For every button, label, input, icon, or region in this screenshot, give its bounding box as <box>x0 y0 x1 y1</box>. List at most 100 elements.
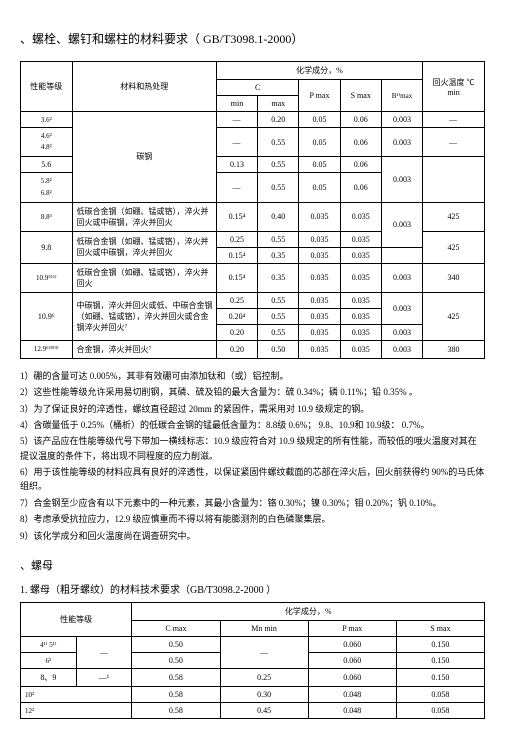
note-item: 8）考虑承受抗拉应力，12.9 级应慎重而不得以将有能膨测剂的白色磷聚集层。 <box>20 512 485 526</box>
cell: 0.035 <box>299 202 340 231</box>
cell: — <box>423 112 485 128</box>
cell: 0.048 <box>308 703 396 719</box>
cell: 0.25 <box>216 231 257 247</box>
cell: 0.035 <box>340 263 381 292</box>
table-row: 10.9⁵⁾⁶⁾ 低碳合金钢（如硼、锰或铬），淬火并 回火 0.15⁴ 0.35… <box>21 263 485 292</box>
cell: 425 <box>423 231 485 263</box>
cell: 0.060 <box>308 637 396 653</box>
cell-grade: 9.8 <box>21 231 73 263</box>
th-cmax: C max <box>132 621 220 637</box>
cell: 0.35 <box>258 247 299 263</box>
th-temp: 回火温度 ℃ min <box>423 62 485 112</box>
cell: 0.50 <box>258 340 299 358</box>
th-pmax: P max <box>299 80 340 112</box>
cell: 0.003 <box>381 128 422 157</box>
cell: 0.20 <box>258 112 299 128</box>
th-smax: S max <box>340 80 381 112</box>
cell: 0.20 <box>216 340 257 358</box>
cell: 0.035 <box>340 292 381 308</box>
table-row: 12.9⁶⁾⁸⁾⁹⁾ 合金钢，淬火并回火⁷ 0.20 0.50 0.035 0.… <box>21 340 485 358</box>
table-row: 10.9⁶ 中碳钢，淬火并回火或低、中碳合金钢（如硼、锰或铬），淬火并回火或合金… <box>21 292 485 308</box>
table-row: 10² 0.58 0.30 0.048 0.058 <box>21 687 485 703</box>
cell <box>381 247 422 263</box>
cell: 0.35 <box>258 263 299 292</box>
cell-material: 中碳钢，淬火并回火或低、中碳合金钢（如硼、锰或铬），淬火并回火或合金 钢淬火并回… <box>72 292 216 340</box>
cell: 0.06 <box>340 173 381 202</box>
note-item: 5）该产品应在性能等级代号下带加一横线标志：10.9 级应符合对 10.9 级规… <box>20 434 485 463</box>
cell: 0.003 <box>381 263 422 292</box>
cell: 0.20 <box>216 324 257 340</box>
cell: 0.25 <box>216 292 257 308</box>
cell: 0.13 <box>216 157 257 173</box>
th-c: C <box>216 80 298 96</box>
cell: 0.05 <box>299 157 340 173</box>
cell: 0.058 <box>396 703 484 719</box>
th-pmax: P max <box>308 621 396 637</box>
cell: 0.55 <box>258 157 299 173</box>
cell: —¹ <box>76 669 132 687</box>
th-smax: S max <box>396 621 484 637</box>
table2-caption: 1. 螺母（粗牙螺纹）的材料技术要求（GB/T3098.2-2000 ） <box>20 581 485 596</box>
table-bolts: 性能等级 材料和热处理 化学成分，% 回火温度 ℃ min C P max S … <box>20 61 485 359</box>
cell-grade: 12.9⁶⁾⁸⁾⁹⁾ <box>21 340 73 358</box>
cell-grade: 5.6 <box>21 157 73 173</box>
cell: 0.035 <box>299 340 340 358</box>
cell: 0.25 <box>220 669 308 687</box>
th-chem: 化学成分，% <box>216 62 422 80</box>
table-nuts: 性能等级 化学成分，% C max Mn min P max S max 4¹⁾… <box>20 602 485 719</box>
cell: 0.45 <box>220 703 308 719</box>
cell: — <box>76 637 132 669</box>
note-item: 2）这些性能等级允许采用易切削钢，其磷、硫及铅的最大含量为：硫 0.34%；磷 … <box>20 385 485 399</box>
th-mnmin: Mn min <box>220 621 308 637</box>
cell-material: 低碳合金钢（如硼、锰或铬），淬火并 回火或中碳钢，淬火并回火 <box>72 231 216 263</box>
cell-grade: 6² <box>21 653 77 669</box>
notes-block: 1）硼的含量可达 0.005%，其非有效硼可由添加钛和（或）铝控制。 2）这些性… <box>20 369 485 543</box>
cell: 0.048 <box>308 687 396 703</box>
cell: 0.58 <box>132 703 220 719</box>
cell: 0.035 <box>340 247 381 263</box>
cell-material: 低碳合金钢（如硼、锰或铬），淬火并 回火 <box>72 263 216 292</box>
cell: 0.55 <box>258 128 299 157</box>
cell: 0.40 <box>258 202 299 231</box>
cell-grade: 12² <box>21 703 132 719</box>
cell-grade: 5.8²6.8² <box>21 173 73 202</box>
cell: 0.55 <box>258 308 299 324</box>
cell: 0.55 <box>258 231 299 247</box>
cell: 0.035 <box>299 308 340 324</box>
th-material: 材料和热处理 <box>72 62 216 112</box>
cell-material: 合金钢，淬火并回火⁷ <box>72 340 216 358</box>
cell: 0.058 <box>396 687 484 703</box>
cell: 0.20⁴ <box>216 308 257 324</box>
cell: 0.003 <box>381 112 422 128</box>
cell: 0.035 <box>340 324 381 340</box>
cell: 0.035 <box>299 324 340 340</box>
cell: 0.06 <box>340 157 381 173</box>
cell: 0.035 <box>340 308 381 324</box>
cell-grade: 4¹⁾ 5¹⁾ <box>21 637 77 653</box>
cell: 0.58 <box>132 687 220 703</box>
note-item: 1）硼的含量可达 0.005%，其非有效硼可由添加钛和（或）铝控制。 <box>20 369 485 383</box>
page-title: 、螺栓、螺钉和螺柱的材料要求（ GB/T3098.1-2000） <box>20 30 485 47</box>
cell-grade: 8、9 <box>21 669 77 687</box>
cell: 0.50 <box>132 637 220 653</box>
cell-material: 碳钢 <box>72 112 216 203</box>
cell-grade: 10.9⁶ <box>21 292 73 340</box>
cell: 0.150 <box>396 669 484 687</box>
cell: 0.150 <box>396 637 484 653</box>
table-header-row: 性能等级 化学成分，% <box>21 603 485 621</box>
cell: 0.003 <box>381 157 422 202</box>
cell: 0.003 <box>381 202 422 247</box>
cell: 0.15⁴ <box>216 247 257 263</box>
cell: 0.035 <box>340 202 381 231</box>
cell: 0.035 <box>299 247 340 263</box>
cell: 0.035 <box>340 231 381 247</box>
note-item: 9）该化学成分和回火温度尚在调查研究中。 <box>20 529 485 543</box>
cell: 0.55 <box>258 173 299 202</box>
table-row: 8、9 —¹ 0.58 0.25 0.060 0.150 <box>21 669 485 687</box>
cell: 0.55 <box>258 324 299 340</box>
cell-grade: 4.6²4.8² <box>21 128 73 157</box>
th-min: min <box>216 96 257 112</box>
cell: 0.003 <box>381 324 422 340</box>
cell: 0.003 <box>381 292 422 324</box>
table-row: 8.8³ 低碳合金钢（如硼、锰或铬），淬火并 回火或中碳钢，淬火并回火 0.15… <box>21 202 485 231</box>
